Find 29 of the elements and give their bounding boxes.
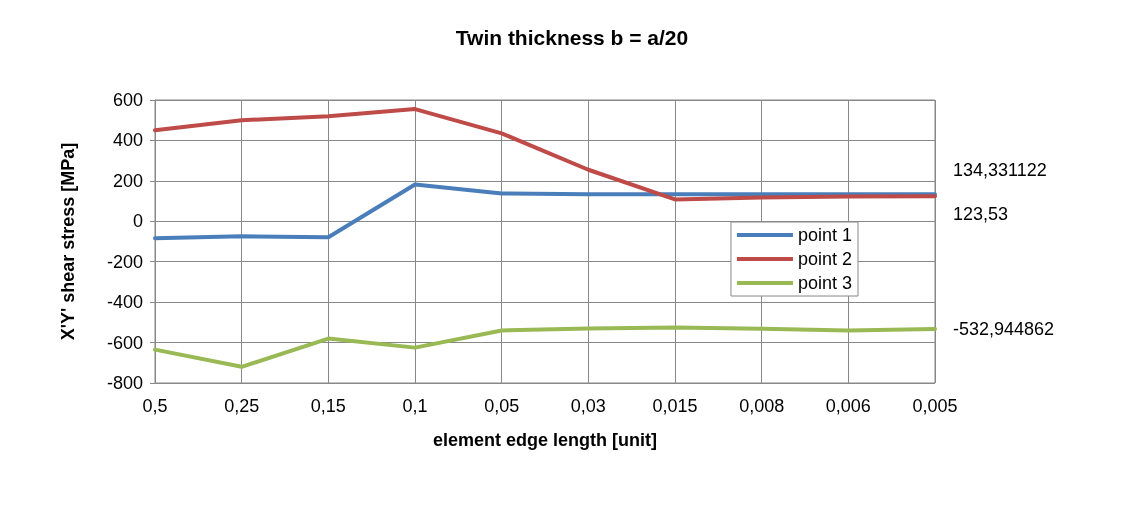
y-tick-label: -600 xyxy=(106,332,143,353)
y-axis-title: X'Y' shear stress [MPa] xyxy=(58,142,78,341)
x-tick-label: 0,005 xyxy=(912,396,958,416)
x-tick-label: 0,1 xyxy=(402,396,428,416)
x-tick-label: 0,25 xyxy=(224,396,260,416)
data-label: 123,53 xyxy=(953,204,1009,225)
y-tick-label: -800 xyxy=(106,373,143,393)
x-tick-label: 0,05 xyxy=(484,396,520,416)
y-tick-label: 0 xyxy=(132,211,143,232)
y-tick-label: -200 xyxy=(106,251,143,272)
legend-label: point 1 xyxy=(797,225,852,245)
y-tick-label: 600 xyxy=(112,90,143,110)
x-tick-label: 0,006 xyxy=(825,396,871,416)
data-label: 134,331122 xyxy=(953,160,1047,181)
line-series xyxy=(153,325,937,369)
line-series xyxy=(153,107,937,202)
legend-label: point 2 xyxy=(797,249,852,269)
y-tick-label: 200 xyxy=(112,170,143,191)
x-tick-label: 0,15 xyxy=(310,396,346,416)
y-tick-label: -400 xyxy=(106,292,143,313)
legend-label: point 3 xyxy=(797,273,852,293)
data-label: -532,944862 xyxy=(953,319,1055,340)
x-tick-label: 0,015 xyxy=(652,396,698,416)
x-tick-label: 0,5 xyxy=(142,396,168,416)
x-tick-label: 0,008 xyxy=(739,396,785,416)
chart-title: Twin thickness b = a/20 xyxy=(455,26,689,49)
x-tick-label: 0,03 xyxy=(570,396,606,416)
y-tick-label: 400 xyxy=(112,130,143,151)
x-axis-title: element edge length [unit] xyxy=(432,430,658,450)
